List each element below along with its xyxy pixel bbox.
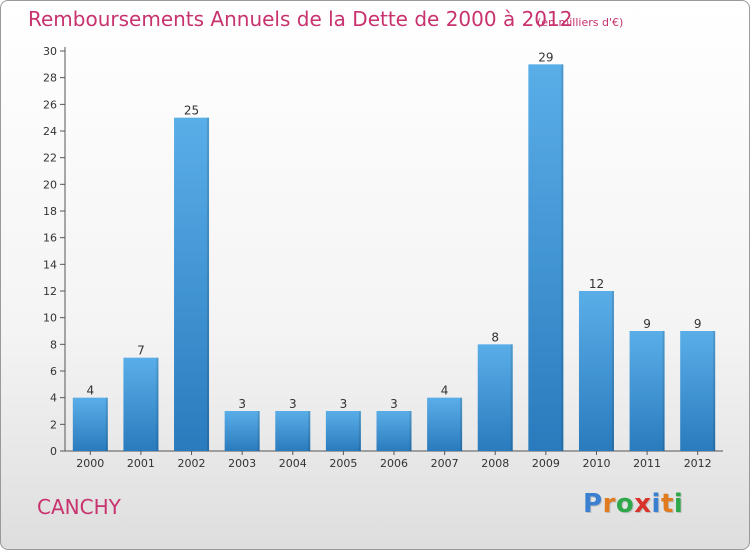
y-tick-label: 0 (50, 445, 57, 458)
bars (72, 64, 716, 452)
y-tick-label: 14 (43, 258, 57, 271)
y-tick-label: 22 (43, 152, 57, 165)
bar (174, 117, 210, 452)
bar-shade (662, 331, 665, 451)
bar-shade (105, 397, 108, 451)
bar (275, 411, 311, 451)
bar-value-label: 4 (86, 384, 94, 398)
bar (72, 397, 108, 451)
x-tick-label: 2007 (431, 457, 459, 470)
x-tick-label: 2002 (178, 457, 206, 470)
y-tick-label: 30 (43, 45, 57, 58)
bar-shade (308, 411, 311, 451)
logo-letter: t (660, 489, 674, 519)
chart-subtitle: (en milliers d'€) (537, 16, 624, 29)
bar (578, 291, 614, 451)
y-tick-label: 2 (50, 418, 57, 431)
x-tick-label: 2004 (279, 457, 307, 470)
logo-letter: x (634, 489, 652, 519)
bar-shade (358, 411, 361, 451)
y-tick-label: 8 (50, 338, 57, 351)
bar-shade (510, 344, 513, 451)
bar-shade (207, 117, 210, 452)
chart-title: Remboursements Annuels de la Dette de 20… (28, 7, 573, 31)
proxiti-logo: Proxiti (583, 489, 683, 519)
y-tick-label: 20 (43, 178, 57, 191)
bar-value-label: 9 (643, 317, 651, 331)
x-tick-label: 2011 (633, 457, 661, 470)
bar-value-label: 4 (441, 384, 449, 398)
logo-letter: P (583, 489, 603, 519)
x-tick-label: 2012 (684, 457, 712, 470)
bar-value-label: 7 (137, 344, 145, 358)
bar-value-label: 3 (390, 397, 398, 411)
bar-shade (460, 397, 463, 451)
y-tick-label: 10 (43, 312, 57, 325)
bar-value-label: 3 (340, 397, 348, 411)
bar-value-label: 3 (289, 397, 297, 411)
labels: 4 2000 7 2001 25 2002 3 2003 3 2004 3 2005 3 2006 4 200… (76, 50, 711, 470)
y-tick-label: 12 (43, 285, 57, 298)
bar-shade (257, 411, 260, 451)
bar-shade (611, 291, 614, 451)
x-tick-label: 2006 (380, 457, 408, 470)
bar (224, 411, 260, 451)
bar-shade (561, 64, 564, 452)
logo-letter: o (615, 489, 635, 519)
logo-letter: r (602, 489, 616, 519)
bar (528, 64, 564, 452)
y-tick-label: 6 (50, 365, 57, 378)
bar-value-label: 8 (491, 330, 499, 344)
bar-shade (156, 357, 159, 451)
x-tick-label: 2009 (532, 457, 560, 470)
bar-value-label: 12 (589, 277, 604, 291)
bar (477, 344, 513, 451)
bar-value-label: 29 (538, 50, 553, 64)
x-tick-label: 2008 (481, 457, 509, 470)
y-tick-label: 24 (43, 125, 57, 138)
bar (123, 357, 159, 451)
x-tick-label: 2010 (582, 457, 610, 470)
bar (325, 411, 361, 451)
x-tick-label: 2000 (76, 457, 104, 470)
bar-shade (409, 411, 412, 451)
bar-value-label: 3 (238, 397, 246, 411)
bar-value-label: 25 (184, 104, 199, 118)
bar-value-label: 9 (694, 317, 702, 331)
bar (376, 411, 412, 451)
bar-shade (713, 331, 716, 451)
y-tick-label: 16 (43, 232, 57, 245)
bar (680, 331, 716, 451)
y-tick-label: 26 (43, 98, 57, 111)
logo-letter: i (651, 489, 661, 519)
city-name: CANCHY (37, 495, 121, 519)
y-tick-label: 4 (50, 392, 57, 405)
y-tick-label: 18 (43, 205, 57, 218)
bar (629, 331, 665, 451)
x-tick-label: 2001 (127, 457, 155, 470)
x-tick-label: 2003 (228, 457, 256, 470)
x-tick-label: 2005 (329, 457, 357, 470)
bar (427, 397, 463, 451)
logo-letter: i (673, 489, 684, 519)
y-tick-label: 28 (43, 72, 57, 85)
